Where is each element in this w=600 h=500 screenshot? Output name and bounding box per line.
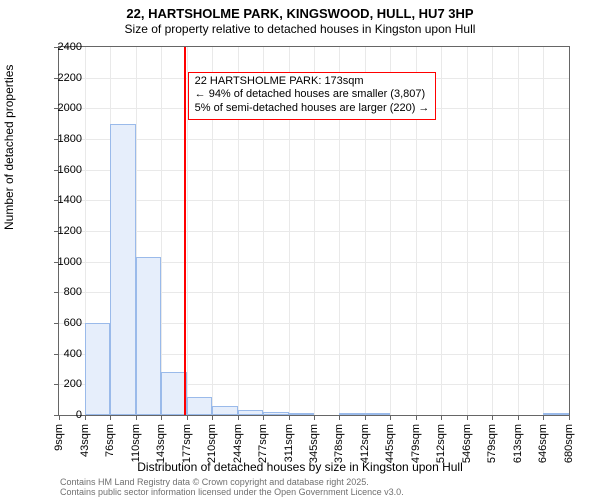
plot-area: 22 HARTSHOLME PARK: 173sqm ← 94% of deta… [58,46,570,416]
xtick-mark [518,415,519,420]
xtick-mark [467,415,468,420]
y-tick-label: 800 [42,286,82,298]
xtick-mark [543,415,544,420]
y-tick-label: 1000 [42,256,82,268]
title-main: 22, HARTSHOLME PARK, KINGSWOOD, HULL, HU… [0,6,600,22]
x-axis-label: Distribution of detached houses by size … [0,460,600,474]
xtick-mark [238,415,239,420]
y-tick-label: 0 [42,409,82,421]
xtick-mark [569,415,570,420]
title-sub: Size of property relative to detached ho… [0,22,600,37]
y-tick-label: 2200 [42,72,82,84]
xtick-mark [289,415,290,420]
attribution-footer: Contains HM Land Registry data © Crown c… [60,478,404,498]
y-tick-label: 2000 [42,102,82,114]
xtick-mark [161,415,162,420]
chart-titles: 22, HARTSHOLME PARK, KINGSWOOD, HULL, HU… [0,0,600,37]
histogram-bar [238,410,263,415]
footer-line2: Contains public sector information licen… [60,488,404,498]
gridline-v [441,47,442,415]
histogram-bar [136,257,161,415]
xtick-mark [187,415,188,420]
y-tick-label: 1600 [42,164,82,176]
y-tick-label: 1800 [42,133,82,145]
annotation-line3: 5% of semi-detached houses are larger (2… [195,102,430,116]
y-tick-label: 1400 [42,194,82,206]
y-tick-label: 2400 [42,41,82,53]
subject-marker-line [184,47,186,415]
gridline-v [518,47,519,415]
gridline-v [161,47,162,415]
chart-area: 22 HARTSHOLME PARK: 173sqm ← 94% of deta… [58,46,570,416]
xtick-mark [136,415,137,420]
annotation-box: 22 HARTSHOLME PARK: 173sqm ← 94% of deta… [188,72,437,120]
histogram-bar [187,397,212,415]
y-tick-label: 1200 [42,225,82,237]
histogram-bar [543,413,569,415]
y-tick-label: 200 [42,378,82,390]
histogram-bar [339,413,365,415]
xtick-mark [416,415,417,420]
xtick-mark [365,415,366,420]
xtick-mark [85,415,86,420]
gridline-v [543,47,544,415]
xtick-mark [441,415,442,420]
gridline-v [492,47,493,415]
histogram-bar [110,124,136,415]
histogram-bar [85,323,110,415]
histogram-bar [365,413,390,415]
annotation-line2: ← 94% of detached houses are smaller (3,… [195,88,430,102]
gridline-v [467,47,468,415]
xtick-mark [263,415,264,420]
histogram-bar [289,413,315,415]
xtick-mark [339,415,340,420]
annotation-line1: 22 HARTSHOLME PARK: 173sqm [195,75,430,89]
xtick-mark [492,415,493,420]
xtick-mark [212,415,213,420]
y-tick-label: 600 [42,317,82,329]
y-axis-label: Number of detached properties [2,65,16,230]
y-tick-label: 400 [42,348,82,360]
xtick-mark [110,415,111,420]
xtick-mark [390,415,391,420]
xtick-mark [314,415,315,420]
histogram-bar [212,406,238,415]
histogram-bar [263,412,289,415]
